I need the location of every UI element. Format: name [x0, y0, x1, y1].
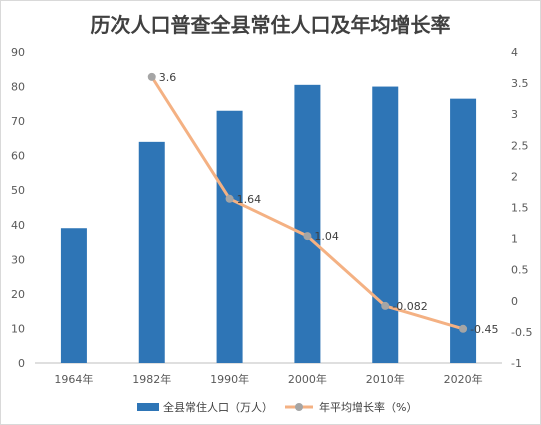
x-tick-label: 1964年 — [54, 372, 93, 386]
population-bar — [60, 228, 87, 363]
population-bar — [294, 84, 321, 364]
population-bar — [216, 110, 243, 363]
growth-rate-data-label: 1.64 — [237, 193, 261, 206]
growth-rate-marker — [381, 301, 390, 310]
population-bar — [372, 86, 399, 364]
y-right-tick-label: 0.5 — [511, 264, 529, 277]
x-tick-label: 1990年 — [210, 372, 249, 386]
x-tick-label: 2000年 — [288, 372, 327, 386]
growth-rate-marker — [459, 324, 468, 333]
y-left-tick-label: 40 — [11, 219, 25, 232]
legend-label-growth: 年平均增长率（%） — [319, 400, 417, 414]
y-right-tick-label: -1 — [511, 357, 522, 370]
x-tick-label: 1982年 — [132, 372, 171, 386]
y-right-tick-label: 0 — [511, 295, 518, 308]
y-right-tick-label: 1.5 — [511, 202, 529, 215]
y-left-tick-label: 80 — [11, 81, 25, 94]
y-right-tick-label: 1 — [511, 233, 518, 246]
y-left-tick-label: 70 — [11, 115, 25, 128]
y-left-tick-label: 90 — [11, 46, 25, 59]
y-left-tick-label: 60 — [11, 150, 25, 163]
y-left-tick-label: 10 — [11, 322, 25, 335]
y-left-tick-label: 30 — [11, 253, 25, 266]
y-right-tick-label: 3.5 — [511, 77, 529, 90]
growth-rate-data-label: 3.6 — [159, 71, 177, 84]
legend-swatch-growth-marker — [295, 403, 303, 411]
legend-swatch-population — [137, 403, 159, 411]
y-right-tick-label: 4 — [511, 46, 518, 59]
x-tick-label: 2020年 — [444, 372, 483, 386]
y-left-tick-label: 50 — [11, 184, 25, 197]
legend-label-population: 全县常住人口（万人） — [163, 400, 273, 414]
population-bar — [450, 98, 477, 364]
growth-rate-marker — [303, 232, 312, 241]
growth-rate-marker — [147, 72, 156, 81]
legend: 全县常住人口（万人） 年平均增长率（%） — [137, 400, 417, 414]
x-tick-label: 2010年 — [366, 372, 405, 386]
y-right-tick-label: -0.5 — [511, 326, 532, 339]
growth-rate-marker — [225, 194, 234, 203]
growth-rate-data-label: -0.45 — [470, 323, 498, 336]
y-left-tick-label: 0 — [18, 357, 25, 370]
y-right-tick-label: 2.5 — [511, 139, 529, 152]
population-bar — [138, 141, 165, 363]
y-left-tick-label: 20 — [11, 288, 25, 301]
growth-rate-data-label: -0.082 — [392, 300, 427, 313]
y-right-tick-label: 2 — [511, 170, 518, 183]
y-right-tick-label: 3 — [511, 108, 518, 121]
chart-title: 历次人口普查全县常住人口及年均增长率 — [90, 13, 451, 37]
growth-rate-data-label: 1.04 — [314, 230, 339, 243]
